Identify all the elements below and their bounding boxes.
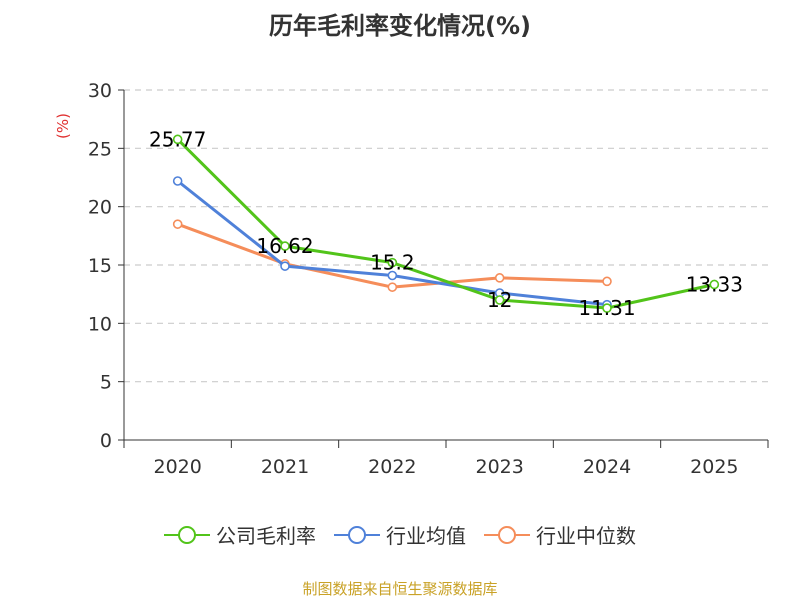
source-footer: 制图数据来自恒生聚源数据库 [302,580,498,598]
data-point [602,276,612,287]
data-point [172,219,183,229]
chart-title: 历年毛利率变化情况(%) [269,12,531,40]
legend-label: 行业均值 [386,524,466,548]
data-point [709,279,720,290]
x-tick-label: 2025 [690,456,738,478]
legend-item-industry-mean[interactable]: 行业均值 [334,520,466,549]
legend-label: 行业中位数 [536,524,636,548]
y-tick-label: 15 [88,255,112,277]
data-point [387,270,398,281]
data-point [280,241,290,251]
y-tick-label: 0 [100,430,112,452]
data-label: 16.62 [256,234,313,258]
data-label: 15.2 [370,251,415,275]
y-tick-label: 30 [88,80,112,102]
data-point [387,282,398,292]
x-tick-label: 2021 [261,456,309,478]
y-tick-label: 25 [88,138,112,160]
grid-layer [124,89,768,383]
series-layer [172,134,720,313]
data-label: 13.33 [686,272,743,296]
series-line [176,138,715,310]
data-point [387,257,398,268]
label-layer: 25.77 16.62 15.2 12 11.31 13.33 [149,127,743,320]
y-tick-label: 10 [88,313,112,335]
data-point [602,303,612,313]
legend-line-marker-icon [484,525,530,544]
data-label: 25.77 [149,127,206,151]
x-tick-label: 2023 [475,456,523,478]
x-tick-label: 2024 [583,456,631,478]
y-axis-unit-label: (%) [54,113,72,139]
data-point [172,134,183,145]
legend-line-marker-icon [164,525,210,544]
legend-item-company[interactable]: 公司毛利率 [164,520,316,549]
legend: 公司毛利率 行业均值 行业中位数 [0,520,800,549]
y-tick-label: 20 [88,197,112,219]
legend-label: 公司毛利率 [216,524,316,548]
y-tick-label: 5 [100,372,112,394]
data-point [494,273,505,283]
legend-line-marker-icon [334,525,380,544]
x-tick-label: 2020 [153,456,201,478]
data-point [280,261,290,271]
data-label: 12 [487,288,512,312]
legend-item-industry-median[interactable]: 行业中位数 [484,520,636,549]
data-label: 11.31 [578,296,635,320]
data-point [172,176,183,186]
data-point [494,295,505,305]
x-tick-label: 2022 [368,456,416,478]
